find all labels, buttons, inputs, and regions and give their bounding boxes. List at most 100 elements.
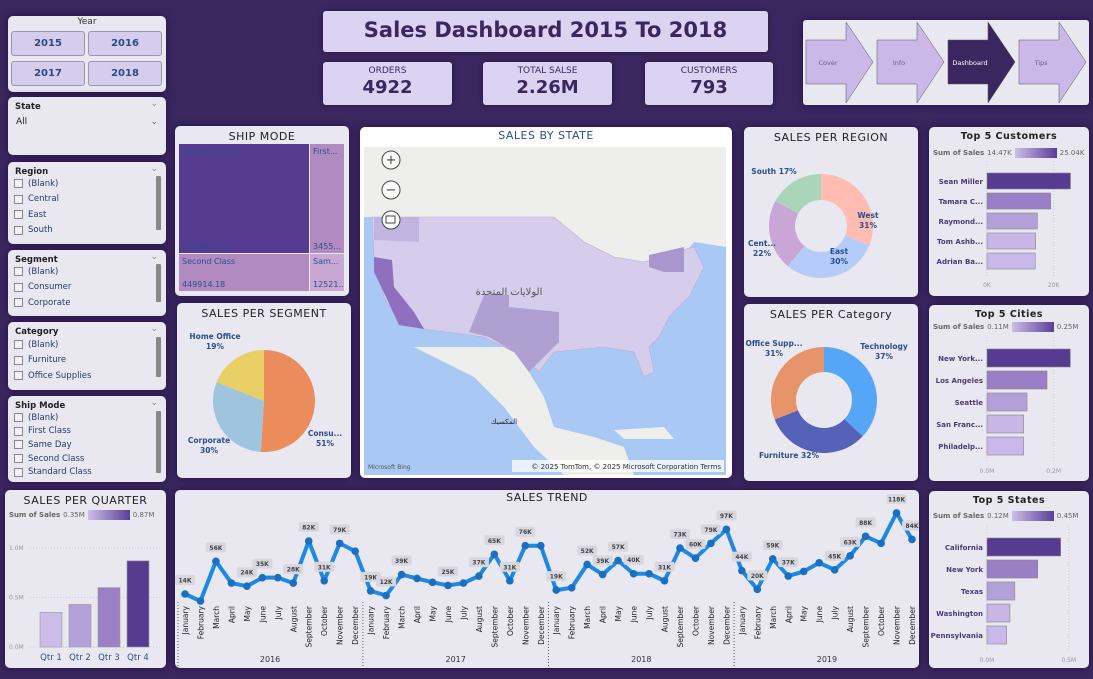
data-point[interactable] <box>181 590 189 598</box>
year-2018-button[interactable]: 2018 <box>88 61 162 86</box>
checkbox[interactable] <box>14 454 23 464</box>
treemap-first-class[interactable]: First... 3455... <box>310 144 344 253</box>
category-option-furniture[interactable]: Furniture <box>8 353 91 369</box>
slice-officesupp[interactable] <box>771 347 824 420</box>
data-point[interactable] <box>784 572 793 580</box>
data-point[interactable] <box>846 552 854 560</box>
bar-seanmiller[interactable] <box>986 172 1071 190</box>
nav-dashboard-button[interactable]: Dashboard <box>947 21 1016 104</box>
data-point[interactable] <box>459 579 468 587</box>
bar-tamarac[interactable] <box>986 192 1051 210</box>
data-point[interactable] <box>629 569 638 578</box>
data-point[interactable] <box>506 576 514 585</box>
year-2015-button[interactable]: 2015 <box>11 31 85 56</box>
data-point[interactable] <box>320 576 329 585</box>
bar-sanfranc[interactable] <box>986 414 1024 434</box>
category-option-blank[interactable]: (Blank) <box>8 337 91 353</box>
data-point[interactable] <box>521 541 530 550</box>
bar-california[interactable] <box>986 537 1061 557</box>
data-point[interactable] <box>490 550 499 559</box>
select-region-button[interactable] <box>381 210 401 230</box>
data-point[interactable] <box>892 509 901 517</box>
year-2017-button[interactable]: 2017 <box>11 61 85 86</box>
treemap-second-class[interactable]: Second Class 449914.18 <box>179 254 309 291</box>
data-point[interactable] <box>366 587 375 595</box>
treemap-same-day[interactable]: Sam... 12521... <box>310 254 344 291</box>
region-option-east[interactable]: East <box>8 207 59 223</box>
data-point[interactable] <box>691 554 700 562</box>
data-point[interactable] <box>382 591 390 600</box>
nav-info-button[interactable]: Info <box>876 21 945 104</box>
data-point[interactable] <box>768 555 777 563</box>
segment-option-consumer[interactable]: Consumer <box>8 280 71 296</box>
bar-qtr4[interactable] <box>126 560 150 648</box>
bar-losangeles[interactable] <box>986 370 1048 390</box>
data-point[interactable] <box>428 578 437 587</box>
bar-newyork[interactable] <box>986 559 1039 579</box>
checkbox[interactable] <box>14 298 23 308</box>
category-option-office-supplies[interactable]: Office Supplies <box>8 368 91 384</box>
data-point[interactable] <box>397 570 406 579</box>
slice-furniture[interactable] <box>774 410 863 453</box>
map[interactable]: الولايات المتحدة المكسيك Microsoft Bing … <box>364 147 726 475</box>
zoom-out-button[interactable]: − <box>381 180 401 200</box>
slice-cent[interactable] <box>769 200 805 267</box>
slice-west[interactable] <box>821 174 873 246</box>
chevron-down-icon[interactable]: ⌄ <box>150 398 158 408</box>
data-point[interactable] <box>815 559 823 567</box>
data-point[interactable] <box>196 597 205 605</box>
data-point[interactable] <box>645 569 653 578</box>
checkbox[interactable] <box>14 267 23 277</box>
nav-cover-button[interactable]: Cover <box>805 21 874 104</box>
slice-south[interactable] <box>775 174 821 214</box>
shipmode-option-first-class[interactable]: First Class <box>8 425 92 439</box>
data-point[interactable] <box>583 560 591 569</box>
data-point[interactable] <box>444 581 452 590</box>
checkbox[interactable] <box>14 355 23 365</box>
bar-qtr2[interactable] <box>68 604 92 648</box>
data-point[interactable] <box>567 583 576 592</box>
treemap-standard-class[interactable]: Standard Class 1343831.31 <box>179 144 309 253</box>
data-point[interactable] <box>552 586 561 594</box>
checkbox[interactable] <box>14 371 23 381</box>
checkbox[interactable] <box>14 440 23 450</box>
chevron-down-icon[interactable]: ⌄ <box>150 99 158 109</box>
checkbox[interactable] <box>14 413 23 423</box>
data-point[interactable] <box>738 566 746 575</box>
chevron-down-icon[interactable]: ⌄ <box>150 252 158 262</box>
bar-seattle[interactable] <box>986 392 1028 412</box>
data-point[interactable] <box>660 576 669 585</box>
data-point[interactable] <box>289 579 298 587</box>
slice-technology[interactable] <box>824 347 877 437</box>
shipmode-option-standard-class[interactable]: Standard Class <box>8 465 92 479</box>
checkbox[interactable] <box>14 282 23 292</box>
scrollbar[interactable] <box>156 264 161 302</box>
chevron-down-icon[interactable]: ⌄ <box>150 324 158 334</box>
bar-philadelp[interactable] <box>986 436 1024 456</box>
slice-homeoffice[interactable] <box>216 350 264 401</box>
bar-pennsylvania[interactable] <box>986 625 1007 645</box>
state-dropdown[interactable]: All ⌄ <box>16 117 158 127</box>
data-point[interactable] <box>475 572 483 580</box>
slice-corporate[interactable] <box>213 382 264 452</box>
checkbox[interactable] <box>14 340 23 350</box>
bar-texas[interactable] <box>986 581 1016 601</box>
bar-tomashb[interactable] <box>986 232 1036 250</box>
data-point[interactable] <box>676 544 684 552</box>
scrollbar[interactable] <box>156 337 161 377</box>
data-point[interactable] <box>722 525 731 534</box>
bar-raymond[interactable] <box>986 212 1038 230</box>
data-point[interactable] <box>799 567 808 576</box>
bar-adrianba[interactable] <box>986 252 1036 270</box>
checkbox[interactable] <box>14 179 23 189</box>
data-point[interactable] <box>258 573 267 582</box>
nav-tips-button[interactable]: Tips <box>1018 21 1087 104</box>
data-point[interactable] <box>877 539 885 548</box>
bar-washington[interactable] <box>986 603 1011 623</box>
data-point[interactable] <box>274 573 282 582</box>
data-point[interactable] <box>861 532 870 541</box>
data-point[interactable] <box>753 585 762 594</box>
data-point[interactable] <box>212 557 220 566</box>
data-point[interactable] <box>413 574 421 583</box>
data-point[interactable] <box>908 535 916 544</box>
